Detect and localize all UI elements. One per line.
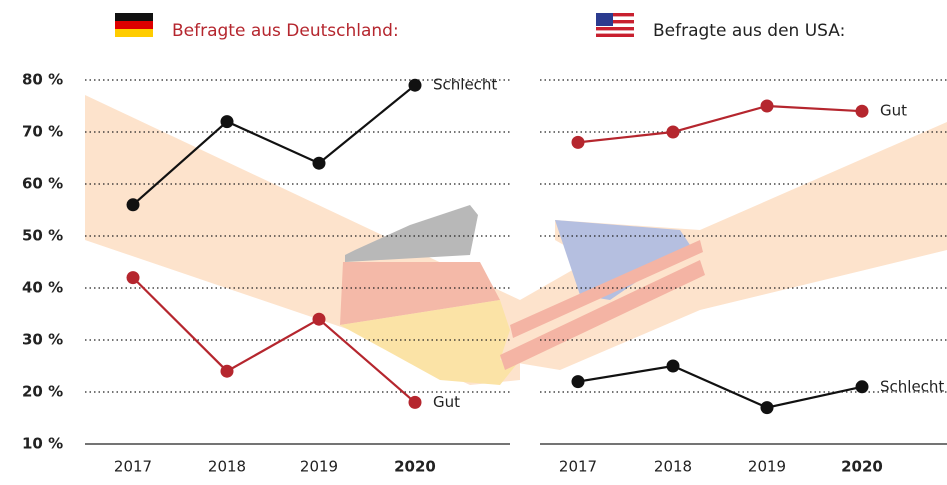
series-label: Schlecht (880, 377, 944, 395)
point (221, 115, 234, 128)
y-tick-label: 70 % (22, 123, 63, 141)
chart: Befragte aus Deutschland: Befragte aus d… (0, 0, 947, 485)
y-tick-label: 30 % (22, 331, 63, 349)
y-tick-label: 20 % (22, 383, 63, 401)
point (409, 79, 422, 92)
y-tick-label: 50 % (22, 227, 63, 245)
x-tick-label: 2019 (300, 458, 338, 476)
x-tick-label: 2017 (114, 458, 152, 476)
series-label: Gut (880, 102, 907, 120)
series-line (578, 366, 862, 408)
chart-title: Befragte aus Deutschland: (172, 21, 399, 41)
y-tick-label: 80 % (22, 71, 63, 89)
point (667, 126, 680, 139)
flag-us (596, 13, 634, 37)
chart-title: Befragte aus den USA: (653, 21, 845, 41)
series-label: Schlecht (433, 76, 497, 94)
x-tick-label: 2018 (654, 458, 692, 476)
series-line (578, 106, 862, 142)
x-tick-label: 2020 (841, 458, 883, 476)
point (572, 136, 585, 149)
x-tick-label: 2020 (394, 458, 436, 476)
point (667, 360, 680, 373)
flag-de (115, 21, 153, 29)
point (313, 313, 326, 326)
x-tick-label: 2017 (559, 458, 597, 476)
point (313, 157, 326, 170)
point (127, 198, 140, 211)
y-tick-label: 60 % (22, 175, 63, 193)
point (221, 365, 234, 378)
point (761, 401, 774, 414)
x-tick-label: 2019 (748, 458, 786, 476)
point (572, 375, 585, 388)
point (761, 100, 774, 113)
y-tick-label: 10 % (22, 435, 63, 453)
x-tick-label: 2018 (208, 458, 246, 476)
flag-de (115, 13, 153, 21)
point (409, 396, 422, 409)
flag-de (115, 29, 153, 37)
y-tick-label: 40 % (22, 279, 63, 297)
point (856, 380, 869, 393)
point (127, 271, 140, 284)
series-label: Gut (433, 393, 460, 411)
point (856, 105, 869, 118)
